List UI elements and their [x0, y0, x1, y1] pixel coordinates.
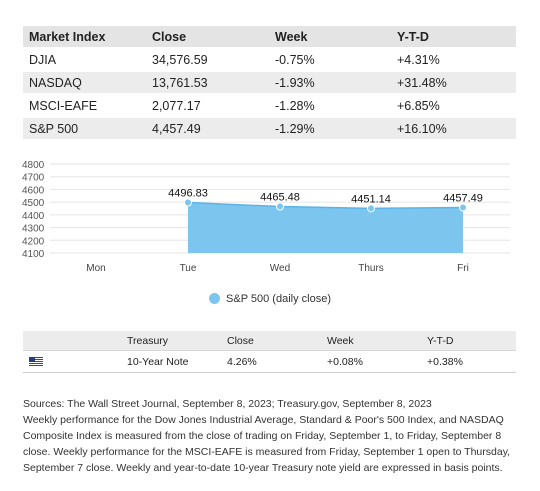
treasury-week: +0.08% — [321, 350, 421, 373]
x-tick-label: Mon — [86, 263, 105, 274]
x-tick-label: Fri — [457, 263, 469, 274]
y-tick-label: 4500 — [22, 198, 45, 209]
index-ytd: +4.31% — [391, 49, 516, 70]
index-ytd: +16.10% — [391, 118, 516, 139]
data-point — [184, 198, 192, 207]
header-close: Close — [146, 26, 269, 47]
header-ytd: Y-T-D — [421, 331, 516, 351]
treasury-close: 4.26% — [221, 350, 321, 373]
index-ytd: +31.48% — [391, 72, 516, 93]
index-week: -1.93% — [269, 72, 391, 93]
header-week: Week — [269, 26, 391, 47]
y-tick-label: 4400 — [22, 211, 45, 222]
treasury-ytd: +0.38% — [421, 350, 516, 373]
index-week: -1.28% — [269, 95, 391, 116]
data-label: 4465.48 — [260, 192, 300, 204]
header-close: Close — [221, 331, 321, 351]
data-point — [276, 202, 284, 211]
data-label: 4451.14 — [351, 193, 391, 205]
treasury-name: 10-Year Note — [121, 350, 221, 373]
index-close: 2,077.17 — [146, 95, 269, 116]
index-name: S&P 500 — [23, 118, 146, 139]
table-row: 10-Year Note 4.26% +0.08% +0.38% — [23, 350, 516, 373]
y-tick-label: 4300 — [22, 224, 45, 235]
legend-label: S&P 500 (daily close) — [226, 293, 331, 305]
x-tick-label: Thurs — [358, 263, 384, 274]
header-market-index: Market Index — [23, 26, 146, 47]
table-row: S&P 500 4,457.49 -1.29% +16.10% — [23, 118, 516, 139]
chart-legend: S&P 500 (daily close) — [0, 293, 540, 305]
index-close: 4,457.49 — [146, 118, 269, 139]
y-tick-label: 4100 — [22, 249, 45, 260]
footnotes: Sources: The Wall Street Journal, Septem… — [23, 396, 523, 476]
index-name: DJIA — [23, 49, 146, 70]
index-close: 13,761.53 — [146, 72, 269, 93]
legend-swatch — [209, 293, 221, 304]
index-name: NASDAQ — [23, 72, 146, 93]
table-header-row: Market Index Close Week Y-T-D — [23, 26, 516, 47]
table-row: NASDAQ 13,761.53 -1.93% +31.48% — [23, 72, 516, 93]
us-flag-icon — [29, 357, 43, 367]
header-ytd: Y-T-D — [391, 26, 516, 47]
table-row: MSCI-EAFE 2,077.17 -1.28% +6.85% — [23, 95, 516, 116]
y-tick-label: 4200 — [22, 236, 45, 247]
index-name: MSCI-EAFE — [23, 95, 146, 116]
index-week: -0.75% — [269, 49, 391, 70]
treasury-table: Treasury Close Week Y-T-D 10-Year Note 4… — [23, 331, 516, 373]
index-close: 34,576.59 — [146, 49, 269, 70]
series-area — [188, 202, 463, 253]
y-tick-label: 4700 — [22, 173, 45, 184]
series-line — [187, 201, 464, 210]
methodology-note: Weekly performance for the Dow Jones Ind… — [23, 414, 511, 474]
flag-cell — [23, 350, 121, 373]
table-header-row: Treasury Close Week Y-T-D — [23, 331, 516, 351]
x-tick-label: Wed — [270, 263, 290, 274]
data-label: 4496.83 — [168, 188, 208, 200]
data-point — [459, 203, 467, 212]
index-week: -1.29% — [269, 118, 391, 139]
data-label: 4457.49 — [443, 193, 483, 205]
y-tick-label: 4800 — [22, 160, 45, 171]
x-tick-label: Tue — [180, 263, 197, 274]
table-row: DJIA 34,576.59 -0.75% +4.31% — [23, 49, 516, 70]
header-week: Week — [321, 331, 421, 351]
header-treasury: Treasury — [121, 331, 221, 351]
index-ytd: +6.85% — [391, 95, 516, 116]
market-index-table: Market Index Close Week Y-T-D DJIA 34,57… — [23, 24, 516, 141]
header-flag — [23, 331, 121, 351]
sources-note: Sources: The Wall Street Journal, Septem… — [23, 398, 432, 410]
data-point — [367, 204, 375, 213]
y-tick-label: 4600 — [22, 185, 45, 196]
